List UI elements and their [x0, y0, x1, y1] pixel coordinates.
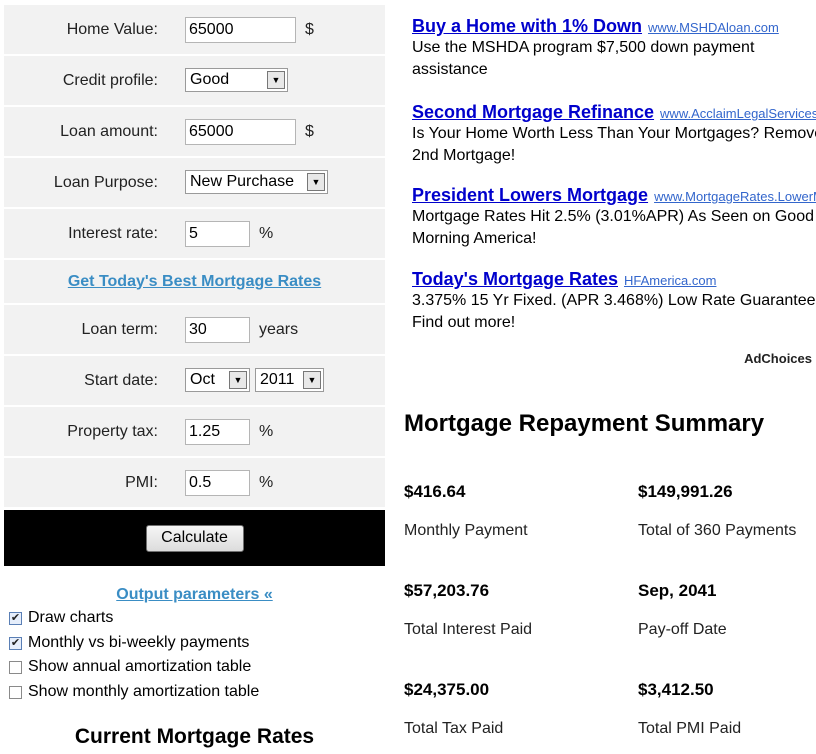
pmi-label: PMI: — [125, 473, 158, 491]
loan-purpose-select[interactable]: New Purchase ▼ — [185, 170, 328, 194]
ad-title-link[interactable]: Second Mortgage Refinance — [412, 102, 655, 122]
monthly-payment-label: Monthly Payment — [404, 522, 528, 539]
home-value-input[interactable] — [185, 17, 296, 43]
loan-term-input[interactable] — [185, 317, 250, 343]
credit-profile-label: Credit profile: — [62, 71, 158, 89]
current-rates-heading: Current Mortgage Rates — [74, 725, 315, 748]
biweekly-label: Monthly vs bi-weekly payments — [28, 634, 250, 651]
ad-domain-link[interactable]: HFAmerica.com — [624, 273, 717, 288]
ad-domain-link[interactable]: www.MortgageRates.LowerMyBills.com — [654, 189, 816, 204]
loan-purpose-row: Loan Purpose: New Purchase ▼ — [4, 158, 385, 209]
start-date-label: Start date: — [84, 371, 158, 389]
loan-purpose-value: New Purchase — [190, 173, 295, 190]
ad-domain-link[interactable]: www.MSHDAloan.com — [648, 20, 779, 35]
home-value-unit: $ — [305, 21, 314, 38]
ad-item: Today's Mortgage Rates HFAmerica.com 3.37… — [412, 269, 816, 334]
ad-description: Use the MSHDA program $7,500 down paymen… — [412, 39, 755, 78]
pmi-input[interactable] — [185, 470, 250, 496]
ad-domain-link[interactable]: www.AcclaimLegalServices.com — [660, 106, 816, 121]
best-rates-link[interactable]: Get Today's Best Mortgage Rates — [67, 272, 322, 290]
checkbox-unchecked-icon[interactable] — [9, 660, 22, 674]
output-parameters-link[interactable]: Output parameters « — [116, 586, 273, 603]
ad-item: Buy a Home with 1% Down www.MSHDAloan.com… — [412, 16, 816, 81]
pmi-row: PMI: % — [4, 458, 385, 509]
ad-title-link[interactable]: Buy a Home with 1% Down — [412, 16, 643, 36]
ad-item: President Lowers Mortgage www.MortgageRat… — [412, 185, 816, 250]
property-tax-label: Property tax: — [67, 422, 158, 440]
ad-description: 3.375% 15 Yr Fixed. (APR 3.468%) Low Rat… — [412, 292, 816, 331]
total-payments-value: $149,991.26 — [638, 482, 733, 501]
ad-description: Is Your Home Worth Less Than Your Mortga… — [412, 125, 816, 164]
interest-rate-row: Interest rate: % — [4, 209, 385, 260]
total-tax-value: $24,375.00 — [404, 680, 490, 699]
chevron-down-icon[interactable]: ▼ — [267, 71, 285, 89]
ad-item: Second Mortgage Refinance www.AcclaimLega… — [412, 102, 816, 167]
total-interest-label: Total Interest Paid — [404, 621, 533, 638]
start-date-row: Start date: Oct ▼ 2011 ▼ — [4, 356, 385, 407]
credit-profile-select[interactable]: Good ▼ — [185, 68, 288, 92]
adchoices-link[interactable]: AdChoices — [744, 351, 812, 366]
chevron-down-icon[interactable]: ▼ — [303, 371, 321, 389]
draw-charts-label: Draw charts — [28, 609, 114, 626]
chevron-down-icon[interactable]: ▼ — [229, 371, 247, 389]
total-tax-label: Total Tax Paid — [404, 720, 504, 737]
checkbox-unchecked-icon[interactable] — [9, 685, 22, 699]
summary-title: Mortgage Repayment Summary — [404, 410, 765, 437]
annual-table-label: Show annual amortization table — [28, 658, 252, 675]
start-year-select[interactable]: 2011 ▼ — [255, 368, 324, 392]
checkbox-checked-icon[interactable]: ✔ — [9, 636, 22, 650]
chevron-down-icon[interactable]: ▼ — [307, 173, 325, 191]
loan-purpose-label: Loan Purpose: — [53, 173, 158, 191]
biweekly-option[interactable]: ✔ Monthly vs bi-weekly payments — [9, 634, 249, 652]
ad-title-link[interactable]: President Lowers Mortgage — [412, 185, 649, 205]
start-month-value: Oct — [190, 371, 215, 388]
loan-term-row: Loan term: years — [4, 305, 385, 356]
loan-term-label: Loan term: — [81, 320, 158, 338]
loan-amount-input[interactable] — [185, 119, 296, 145]
loan-term-unit: years — [259, 321, 299, 338]
ad-description: Mortgage Rates Hit 2.5% (3.01%APR) As Se… — [412, 208, 814, 247]
calculate-button[interactable]: Calculate — [145, 524, 244, 552]
total-pmi-label: Total PMI Paid — [638, 720, 742, 737]
start-month-select[interactable]: Oct ▼ — [185, 368, 250, 392]
best-rates-row: Get Today's Best Mortgage Rates — [4, 260, 385, 305]
loan-amount-label: Loan amount: — [60, 122, 158, 140]
home-value-row: Home Value: $ — [4, 5, 385, 56]
property-tax-input[interactable] — [185, 419, 250, 445]
interest-rate-label: Interest rate: — [68, 224, 158, 242]
monthly-table-label: Show monthly amortization table — [28, 683, 260, 700]
total-payments-label: Total of 360 Payments — [638, 522, 797, 539]
loan-amount-unit: $ — [305, 123, 314, 140]
property-tax-row: Property tax: % — [4, 407, 385, 458]
payoff-date-label: Pay-off Date — [638, 621, 727, 638]
draw-charts-option[interactable]: ✔ Draw charts — [9, 609, 113, 627]
credit-profile-value: Good — [190, 71, 230, 88]
credit-profile-row: Credit profile: Good ▼ — [4, 56, 385, 107]
interest-rate-unit: % — [259, 225, 274, 242]
ad-title-link[interactable]: Today's Mortgage Rates — [412, 269, 618, 289]
monthly-payment-value: $416.64 — [404, 482, 466, 501]
calculator-form: Home Value: $ Credit profile: Good ▼ Loa… — [4, 5, 385, 566]
start-year-value: 2011 — [260, 371, 295, 388]
interest-rate-input[interactable] — [185, 221, 250, 247]
payoff-date-value: Sep, 2041 — [638, 581, 717, 600]
home-value-label: Home Value: — [66, 20, 158, 38]
property-tax-unit: % — [259, 423, 274, 440]
pmi-unit: % — [259, 474, 274, 491]
loan-amount-row: Loan amount: $ — [4, 107, 385, 158]
annual-table-option[interactable]: Show annual amortization table — [9, 658, 251, 676]
total-pmi-value: $3,412.50 — [638, 680, 714, 699]
total-interest-value: $57,203.76 — [404, 581, 490, 600]
monthly-table-option[interactable]: Show monthly amortization table — [9, 683, 259, 701]
checkbox-checked-icon[interactable]: ✔ — [9, 611, 22, 625]
calculate-bar: Calculate — [4, 510, 385, 566]
